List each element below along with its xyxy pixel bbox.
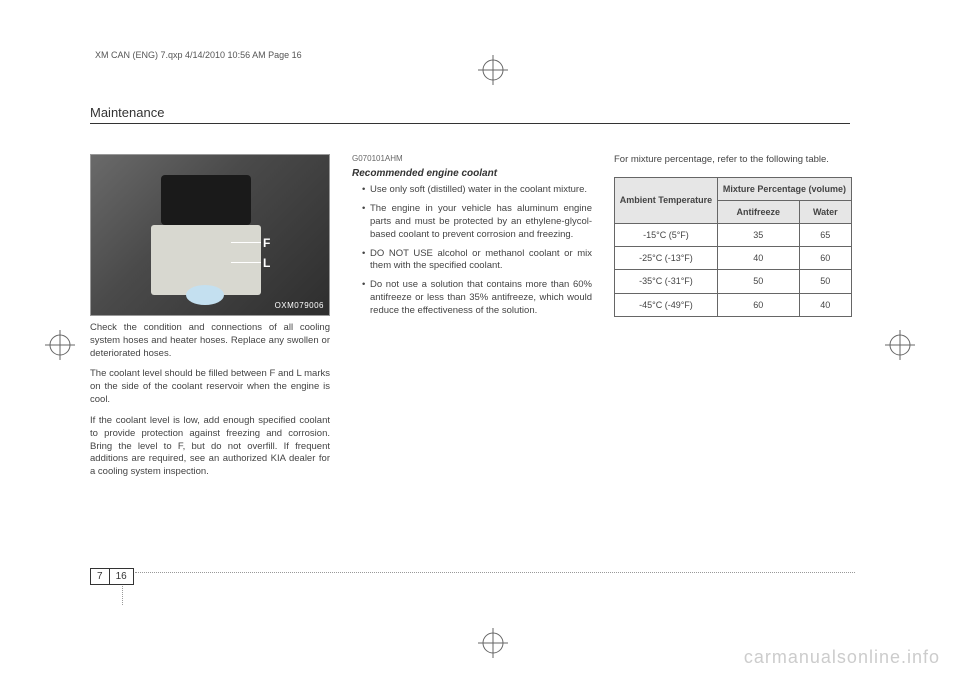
- photo-pointer-l: [231, 262, 261, 263]
- photo-washer-cap: [186, 285, 224, 305]
- col1-para1: Check the condition and connections of a…: [90, 322, 330, 360]
- print-header-text: XM CAN (ENG) 7.qxp 4/14/2010 10:56 AM Pa…: [95, 50, 302, 60]
- page-number-box: 7 16: [90, 568, 134, 585]
- cell-antifreeze: 35: [717, 224, 799, 247]
- chapter-number: 7: [90, 568, 109, 585]
- registration-mark-left: [45, 330, 75, 360]
- photo-label-f: F: [263, 235, 270, 251]
- table-row: -35°C (-31°F) 50 50: [615, 270, 852, 293]
- cell-temp: -35°C (-31°F): [615, 270, 718, 293]
- page-number: 16: [109, 568, 134, 585]
- th-water: Water: [799, 200, 851, 223]
- cell-antifreeze: 40: [717, 247, 799, 270]
- cell-antifreeze: 60: [717, 293, 799, 316]
- table-header-row-1: Ambient Temperature Mixture Percentage (…: [615, 177, 852, 200]
- bullet-item-2: The engine in your vehicle has aluminum …: [362, 203, 592, 241]
- column-3: For mixture percentage, refer to the fol…: [614, 154, 854, 487]
- registration-mark-top: [478, 55, 508, 85]
- engine-coolant-photo: F L OXM079006: [90, 154, 330, 316]
- section-code: G070101AHM: [352, 154, 592, 165]
- registration-mark-right: [885, 330, 915, 360]
- photo-pointer-f: [231, 242, 261, 243]
- th-ambient-temperature: Ambient Temperature: [615, 177, 718, 223]
- cell-temp: -25°C (-13°F): [615, 247, 718, 270]
- watermark-text: carmanualsonline.info: [744, 647, 940, 668]
- table-row: -45°C (-49°F) 60 40: [615, 293, 852, 316]
- cell-water: 60: [799, 247, 851, 270]
- cell-water: 40: [799, 293, 851, 316]
- photo-label-l: L: [263, 255, 270, 271]
- section-title: Maintenance: [90, 105, 850, 124]
- mixture-percentage-table: Ambient Temperature Mixture Percentage (…: [614, 177, 852, 317]
- bullet-item-3: DO NOT USE alcohol or methanol coolant o…: [362, 248, 592, 274]
- th-antifreeze: Antifreeze: [717, 200, 799, 223]
- col3-intro: For mixture percentage, refer to the fol…: [614, 154, 854, 167]
- text-columns: F L OXM079006 Check the condition and co…: [90, 154, 870, 487]
- footer-dotted-line: [135, 572, 855, 573]
- col1-para2: The coolant level should be filled betwe…: [90, 368, 330, 406]
- column-1: F L OXM079006 Check the condition and co…: [90, 154, 330, 487]
- th-mixture-percentage: Mixture Percentage (volume): [717, 177, 851, 200]
- cell-antifreeze: 50: [717, 270, 799, 293]
- bullet-item-4: Do not use a solution that contains more…: [362, 279, 592, 317]
- content-frame: Maintenance F L OXM079006 Check the cond…: [90, 105, 870, 605]
- subheading-recommended-coolant: Recommended engine coolant: [352, 167, 592, 181]
- cell-temp: -45°C (-49°F): [615, 293, 718, 316]
- col1-para3: If the coolant level is low, add enough …: [90, 415, 330, 479]
- registration-mark-bottom: [478, 628, 508, 658]
- manual-page: XM CAN (ENG) 7.qxp 4/14/2010 10:56 AM Pa…: [0, 0, 960, 678]
- table-row: -15°C (5°F) 35 65: [615, 224, 852, 247]
- column-2: G070101AHM Recommended engine coolant Us…: [352, 154, 592, 487]
- photo-code-label: OXM079006: [275, 301, 324, 312]
- cell-water: 50: [799, 270, 851, 293]
- cell-water: 65: [799, 224, 851, 247]
- table-row: -25°C (-13°F) 40 60: [615, 247, 852, 270]
- coolant-bullet-list: Use only soft (distilled) water in the c…: [352, 184, 592, 317]
- bullet-item-1: Use only soft (distilled) water in the c…: [362, 184, 592, 197]
- cell-temp: -15°C (5°F): [615, 224, 718, 247]
- photo-engine-cap: [161, 175, 251, 225]
